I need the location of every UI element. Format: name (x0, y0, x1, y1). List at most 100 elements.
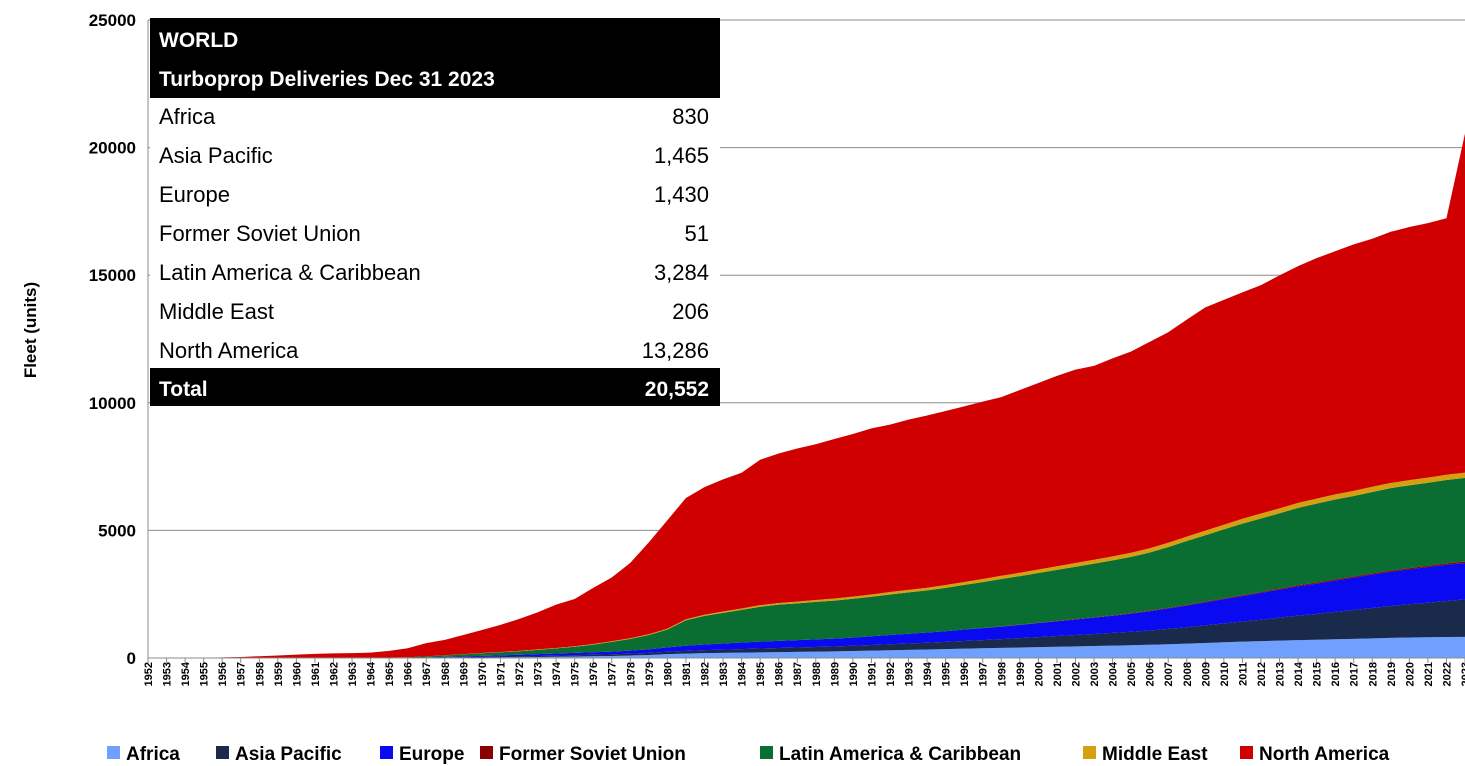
x-tick-label: 1972 (514, 662, 526, 686)
x-tick-label: 1982 (699, 662, 711, 686)
x-tick-label: 1992 (885, 662, 897, 686)
legend: Africa Asia Pacific Europe Former Soviet Un… (107, 744, 1390, 765)
x-tick-label: 1966 (403, 662, 415, 686)
x-tick-label: 2008 (1182, 662, 1194, 686)
legend-swatch (1083, 746, 1096, 759)
table-row-label: North America (159, 338, 299, 363)
x-tick-label: 1996 (959, 662, 971, 686)
x-tick-label: 2000 (1033, 662, 1045, 686)
x-tick-label: 1952 (143, 662, 155, 686)
x-tick-label: 1983 (718, 662, 730, 686)
x-tick-label: 1954 (180, 661, 192, 686)
table-total-bg (150, 368, 720, 406)
table-title: WORLD (159, 29, 238, 52)
x-tick-label: 2016 (1330, 662, 1342, 686)
x-tick-label: 2009 (1200, 662, 1212, 686)
legend-item: Former Soviet Union (480, 744, 686, 765)
x-tick-label: 1990 (848, 662, 860, 686)
x-tick-label: 1993 (904, 662, 916, 686)
legend-item: Middle East (1083, 744, 1208, 765)
x-tick-label: 1979 (644, 662, 656, 686)
x-tick-label: 1974 (551, 661, 563, 686)
x-tick-label: 2018 (1367, 662, 1379, 686)
x-tick-label: 1987 (792, 662, 804, 686)
x-tick-label: 1977 (607, 662, 619, 686)
x-tick-label: 1984 (737, 661, 749, 686)
x-axis-ticks: 1952 1953 1954 1955 1956 1957 1958 1959 1960 1961… (143, 658, 1465, 686)
y-axis-title: Fleet (units) (21, 282, 40, 378)
x-tick-label: 2005 (1126, 662, 1138, 686)
legend-label: Former Soviet Union (499, 744, 686, 765)
x-tick-label: 1965 (384, 662, 396, 686)
x-tick-label: 1994 (922, 661, 934, 686)
table-row-value: 13,286 (642, 338, 709, 363)
area-africa (148, 636, 1465, 658)
y-tick-label: 20000 (89, 139, 136, 158)
x-tick-label: 2001 (1052, 662, 1064, 686)
table-row-label: Asia Pacific (159, 143, 273, 168)
table-subtitle: Turboprop Deliveries Dec 31 2023 (159, 68, 495, 91)
x-tick-label: 1985 (755, 662, 767, 686)
x-tick-label: 1959 (273, 662, 285, 686)
x-tick-label: 1997 (978, 662, 990, 686)
table-rows: Africa 830 Asia Pacific 1,465 Europe 1,430 For… (159, 104, 709, 363)
x-tick-label: 2022 (1441, 662, 1453, 686)
x-tick-label: 1998 (996, 662, 1008, 686)
table-row-value: 830 (672, 104, 709, 129)
legend-swatch (107, 746, 120, 759)
table-row-value: 1,430 (654, 182, 709, 207)
x-tick-label: 1980 (662, 662, 674, 686)
y-axis-ticks: 0 5000 10000 15000 20000 25000 (89, 11, 136, 668)
x-tick-label: 1955 (199, 662, 211, 686)
x-tick-label: 1999 (1015, 662, 1027, 686)
legend-swatch (380, 746, 393, 759)
x-tick-label: 1989 (829, 662, 841, 686)
x-tick-label: 1976 (588, 662, 600, 686)
legend-swatch (216, 746, 229, 759)
x-tick-label: 1995 (941, 662, 953, 686)
legend-label: North America (1259, 744, 1390, 765)
legend-swatch (480, 746, 493, 759)
legend-swatch (1240, 746, 1253, 759)
x-tick-label: 2004 (1108, 661, 1120, 686)
table-row-value: 206 (672, 299, 709, 324)
legend-item: Asia Pacific (216, 744, 342, 765)
table-row-value: 3,284 (654, 260, 709, 285)
x-tick-label: 2006 (1145, 662, 1157, 686)
table-total-value: 20,552 (645, 378, 709, 401)
table-header-bg (150, 18, 720, 98)
x-tick-label: 2013 (1275, 662, 1287, 686)
x-tick-label: 1968 (440, 662, 452, 686)
x-tick-label: 1978 (625, 662, 637, 686)
y-tick-label: 25000 (89, 11, 136, 30)
x-tick-label: 1958 (254, 662, 266, 686)
x-tick-label: 1961 (310, 662, 322, 686)
legend-label: Asia Pacific (235, 744, 342, 765)
legend-item: Latin America & Caribbean (760, 744, 1021, 765)
x-tick-label: 2015 (1312, 662, 1324, 686)
x-tick-label: 1970 (477, 662, 489, 686)
table-row-label: Former Soviet Union (159, 221, 361, 246)
legend-item: North America (1240, 744, 1390, 765)
table-row-value: 51 (685, 221, 709, 246)
legend-label: Europe (399, 744, 464, 765)
x-tick-label: 1969 (458, 662, 470, 686)
table-row-label: Middle East (159, 299, 274, 324)
x-tick-label: 2010 (1219, 662, 1231, 686)
area-north-america (148, 133, 1465, 659)
x-tick-label: 2020 (1404, 662, 1416, 686)
deliveries-table: WORLD Turboprop Deliveries Dec 31 2023 A… (150, 18, 720, 406)
x-tick-label: 2012 (1256, 662, 1268, 686)
x-tick-label: 2017 (1349, 662, 1361, 686)
x-tick-label: 1956 (217, 662, 229, 686)
table-body-bg (150, 98, 720, 368)
table-row-label: Europe (159, 182, 230, 207)
x-tick-label: 1975 (570, 662, 582, 686)
y-tick-label: 10000 (89, 394, 136, 413)
legend-item: Europe (380, 744, 464, 765)
x-tick-label: 1973 (533, 662, 545, 686)
table-row-label: Latin America & Caribbean (159, 260, 421, 285)
y-tick-label: 0 (127, 649, 136, 668)
area-asia-pacific (148, 599, 1465, 658)
x-tick-label: 1967 (421, 662, 433, 686)
